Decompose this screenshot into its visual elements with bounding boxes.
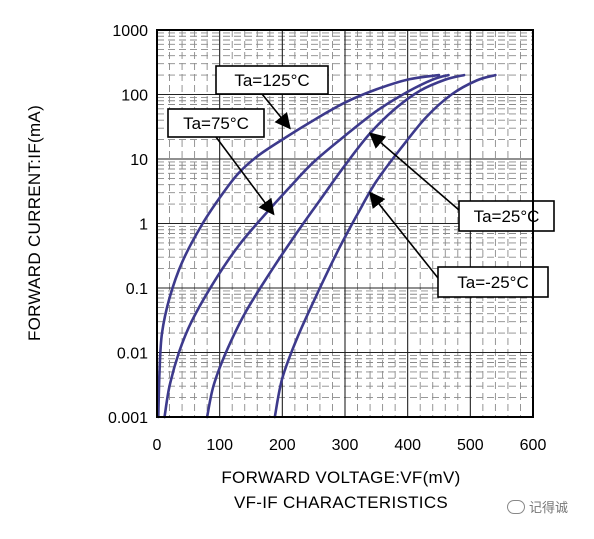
callout-box: [215, 65, 329, 95]
callouts: Ta=125°C Ta=75°C Ta=25°C Ta=-25°C: [167, 65, 555, 298]
callout-label: Ta=-25°C: [457, 273, 529, 292]
x-tick-label: 200: [269, 437, 296, 454]
watermark: 记得诚: [506, 497, 568, 516]
y-tick-labels: 0.001 0.01 0.1 1 10 100 1000: [108, 23, 148, 427]
x-axis-title: FORWARD VOLTAGE:VF(mV): [221, 468, 460, 487]
y-axis-title: FORWARD CURRENT:IF(mA): [25, 105, 44, 341]
callout-arrow: [368, 132, 460, 211]
callout-arrow: [215, 136, 275, 216]
chart-title: VF-IF CHARACTERISTICS: [234, 493, 448, 512]
callout-arrow: [369, 191, 439, 279]
series-line-3: [273, 73, 497, 419]
x-tick-label: 500: [457, 437, 484, 454]
callout-box: [458, 200, 555, 232]
callout-box: [167, 108, 265, 138]
x-tick-label: 400: [394, 437, 421, 454]
x-tick-labels: 0 100 200 300 400 500 600: [153, 437, 547, 454]
x-tick-label: 0: [153, 437, 162, 454]
x-tick-label: 100: [206, 437, 233, 454]
y-tick-label: 0.001: [108, 410, 148, 427]
series-line-2: [205, 73, 466, 419]
series-lines: [157, 73, 497, 419]
y-tick-label: 100: [121, 88, 148, 105]
y-tick-label: 1000: [112, 23, 148, 40]
y-tick-label: 0.1: [126, 281, 148, 298]
y-tick-label: 0.01: [117, 346, 148, 363]
x-tick-label: 600: [520, 437, 547, 454]
callout-box: [437, 266, 549, 298]
watermark-text: 记得诚: [528, 501, 568, 516]
callout-label: Ta=75°C: [183, 114, 249, 133]
y-tick-label: 10: [130, 152, 148, 169]
callout-label: Ta=25°C: [474, 207, 540, 226]
y-tick-label: 1: [139, 217, 148, 234]
series-line-1: [163, 73, 450, 419]
callout-label: Ta=125°C: [234, 71, 309, 90]
chat-bubble-icon: [506, 499, 525, 514]
callout-arrow: [261, 93, 291, 130]
plot-frame: [156, 29, 534, 418]
x-tick-label: 300: [332, 437, 359, 454]
series-line-0: [157, 73, 441, 419]
